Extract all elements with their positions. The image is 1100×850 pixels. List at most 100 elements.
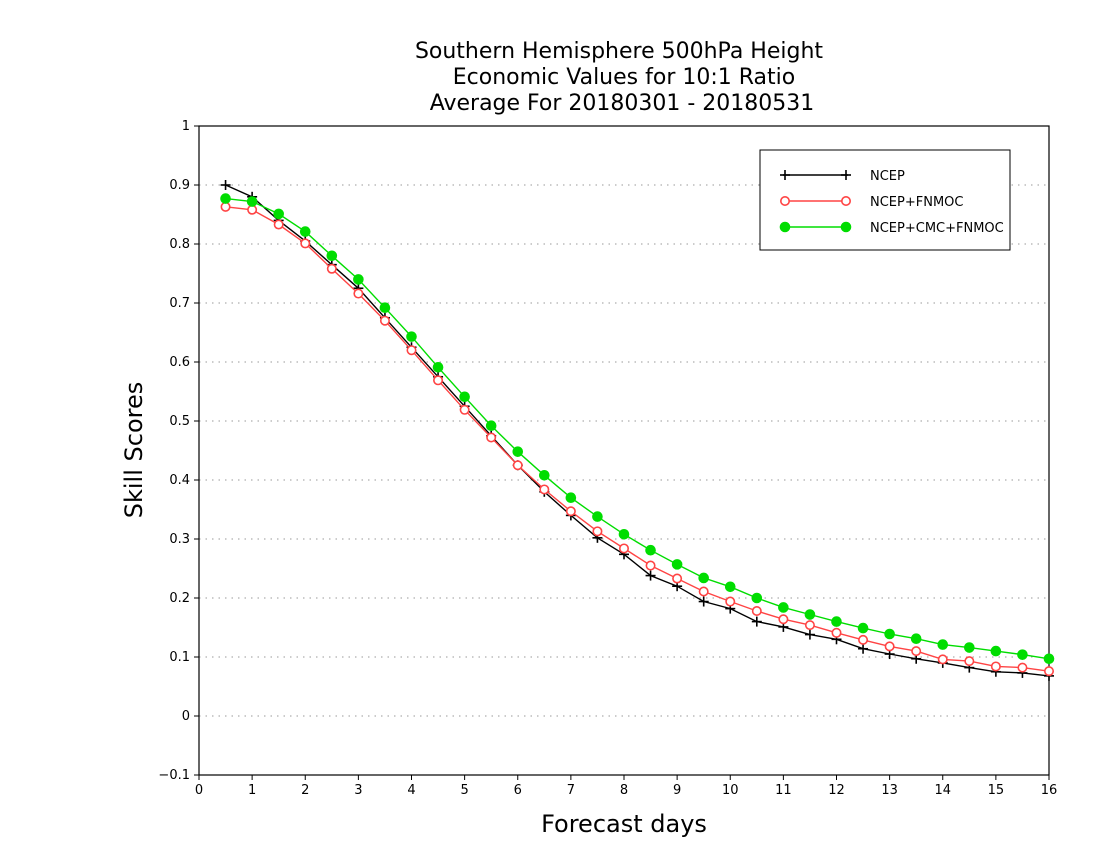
data-point-ncep-cmc-fnmoc <box>804 609 816 620</box>
y-tick-label: 0.9 <box>169 178 190 193</box>
data-point-ncep-cmc-fnmoc <box>1043 653 1055 665</box>
data-point-ncep <box>858 643 869 654</box>
x-tick-label: 0 <box>195 783 203 798</box>
x-tick-label: 15 <box>988 783 1005 798</box>
data-point-ncep-fnmoc <box>964 656 975 667</box>
data-point-ncep-cmc-fnmoc <box>778 602 789 613</box>
data-point-ncep-cmc-fnmoc <box>831 616 842 627</box>
series-group <box>220 180 1055 681</box>
y-tick-label: 0 <box>182 709 190 724</box>
data-point-ncep <box>220 180 231 190</box>
data-point-ncep-fnmoc <box>273 219 284 230</box>
data-point-ncep-fnmoc <box>1017 662 1028 673</box>
x-tick-label: 3 <box>354 783 362 798</box>
data-point-ncep-fnmoc <box>751 605 762 616</box>
legend: NCEP NCEP+FNMOC NCEP+CMC+FNMOC <box>759 149 1011 251</box>
legend-entry-ncep-cmc-fnmoc: NCEP+CMC+FNMOC <box>779 221 1004 236</box>
x-tick-label: 9 <box>673 783 681 798</box>
data-point-ncep-cmc-fnmoc <box>485 420 497 432</box>
data-point-ncep-cmc-fnmoc <box>299 226 311 237</box>
x-axis-label: Forecast days <box>541 810 707 838</box>
data-point-ncep-fnmoc <box>618 543 629 554</box>
data-point-ncep-fnmoc <box>300 238 311 249</box>
data-point-ncep-cmc-fnmoc <box>512 446 524 457</box>
x-tick-label: 13 <box>881 783 898 798</box>
data-point-ncep-fnmoc <box>698 586 709 597</box>
data-point-ncep-fnmoc <box>379 315 390 326</box>
data-point-ncep-fnmoc <box>592 526 603 537</box>
data-point-ncep-fnmoc <box>326 263 337 274</box>
data-point-ncep-cmc-fnmoc <box>220 193 231 204</box>
data-point-ncep-fnmoc <box>778 614 789 625</box>
y-tick-label: 0.7 <box>169 296 190 311</box>
x-tick-label: 10 <box>722 783 739 798</box>
y-axis-label: Skill Scores <box>120 382 148 519</box>
data-point-ncep-cmc-fnmoc <box>273 208 284 220</box>
data-point-ncep-fnmoc <box>486 432 497 443</box>
data-point-ncep-cmc-fnmoc <box>618 528 630 540</box>
legend-entry-ncep-fnmoc: NCEP+FNMOC <box>779 195 963 210</box>
y-tick-label: 0.4 <box>169 473 190 488</box>
chart-title-line-3: Average For 20180301 - 20180531 <box>430 91 815 116</box>
data-point-ncep-cmc-fnmoc <box>592 511 603 522</box>
series-ncep <box>220 180 1054 681</box>
data-point-ncep-cmc-fnmoc <box>432 362 444 373</box>
data-point-ncep-cmc-fnmoc <box>1017 649 1028 660</box>
legend-label: NCEP+CMC+FNMOC <box>870 221 1004 236</box>
data-point-ncep-fnmoc <box>459 404 470 415</box>
series-ncep-fnmoc <box>220 201 1055 677</box>
axis-ticks: −0.100.10.20.30.40.50.60.70.80.910 1 2 3 4 5 6… <box>158 119 1057 798</box>
data-point-ncep-cmc-fnmoc <box>964 642 975 653</box>
data-point-ncep-cmc-fnmoc <box>698 572 709 584</box>
data-point-ncep-fnmoc <box>937 654 948 665</box>
legend-entry-ncep: NCEP <box>780 169 905 184</box>
x-tick-label: 1 <box>248 783 256 798</box>
data-point-ncep-fnmoc <box>725 596 736 607</box>
data-point-ncep-fnmoc <box>990 661 1001 672</box>
data-point-ncep-cmc-fnmoc <box>910 633 922 645</box>
x-tick-label: 14 <box>934 783 951 798</box>
data-point-ncep-fnmoc <box>406 345 417 356</box>
data-point-ncep-cmc-fnmoc <box>645 544 656 556</box>
x-tick-label: 12 <box>828 783 845 798</box>
series-line-ncep-fnmoc <box>225 206 1050 672</box>
data-point-ncep <box>751 616 762 627</box>
y-tick-label: −0.1 <box>158 768 190 783</box>
x-tick-label: 16 <box>1041 783 1058 798</box>
series-ncep-cmc-fnmoc <box>220 193 1055 665</box>
legend-swatch-marker <box>840 196 851 207</box>
data-point-ncep-cmc-fnmoc <box>565 492 577 504</box>
legend-swatch-marker <box>779 196 790 207</box>
chart-title-line-2: Economic Values for 10:1 Ratio <box>453 65 795 90</box>
data-point-ncep-cmc-fnmoc <box>539 469 550 481</box>
data-point-ncep-cmc-fnmoc <box>937 639 949 650</box>
chart-title-line-1: Southern Hemisphere 500hPa Height <box>415 39 823 64</box>
data-point-ncep-cmc-fnmoc <box>724 581 736 593</box>
series-line-ncep <box>225 184 1050 677</box>
data-point-ncep-cmc-fnmoc <box>353 274 364 285</box>
x-tick-label: 2 <box>301 783 309 798</box>
data-point-ncep-cmc-fnmoc <box>671 559 683 570</box>
data-point-ncep-cmc-fnmoc <box>751 592 763 604</box>
data-point-ncep <box>645 570 656 581</box>
data-point-ncep-cmc-fnmoc <box>246 196 258 207</box>
data-point-ncep-fnmoc <box>804 620 815 631</box>
data-point-ncep-fnmoc <box>884 641 895 652</box>
x-tick-label: 4 <box>407 783 415 798</box>
data-point-ncep-fnmoc <box>1044 666 1055 677</box>
legend-label: NCEP+FNMOC <box>870 195 963 210</box>
data-point-ncep-cmc-fnmoc <box>990 645 1002 657</box>
legend-label: NCEP <box>870 169 905 184</box>
y-tick-label: 0.8 <box>169 237 190 252</box>
legend-swatch-marker <box>840 221 852 233</box>
data-point-ncep-cmc-fnmoc <box>406 331 417 342</box>
data-point-ncep-fnmoc <box>672 573 683 584</box>
data-point-ncep-cmc-fnmoc <box>857 622 869 634</box>
y-tick-label: 0.3 <box>169 532 190 547</box>
data-point-ncep-fnmoc <box>220 201 231 212</box>
data-point-ncep-fnmoc <box>539 484 550 495</box>
y-tick-label: 0.6 <box>169 355 190 370</box>
legend-swatch-marker <box>779 221 791 233</box>
x-tick-label: 8 <box>620 783 628 798</box>
